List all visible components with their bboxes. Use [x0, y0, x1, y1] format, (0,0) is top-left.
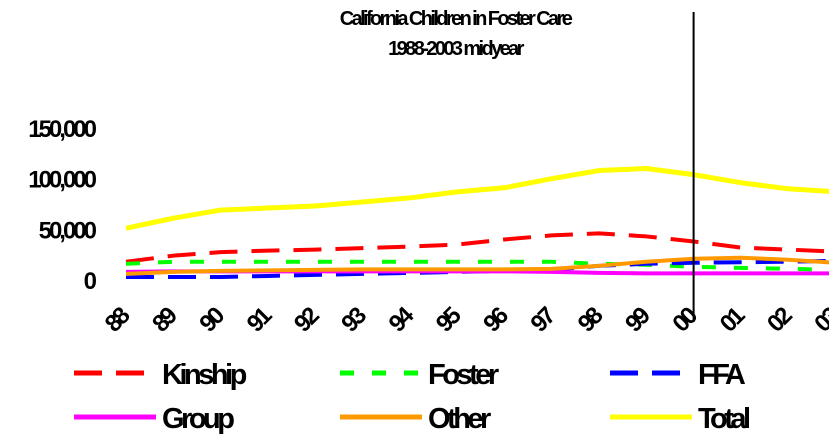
x-tick-label: 00	[667, 302, 703, 338]
series-line-other	[125, 255, 829, 276]
x-tick-label: 02	[762, 302, 798, 338]
legend-label-other: Other	[428, 403, 491, 435]
x-tick-label: 89	[147, 302, 183, 338]
legend-label-ffa: FFA	[698, 359, 746, 391]
legend: Kinship Foster FFA Group Other Total	[74, 359, 753, 435]
legend-label-kinship: Kinship	[162, 359, 247, 391]
x-tick-label: 94	[384, 301, 420, 337]
legend-label-foster: Foster	[428, 359, 499, 391]
x-tick-label: 99	[620, 302, 656, 338]
chart-subtitle: 1988-2003 midyear	[388, 38, 524, 60]
y-tick-label: 0	[84, 268, 97, 295]
x-tick-label: 98	[573, 302, 609, 338]
x-tick-label: 88	[100, 302, 136, 338]
x-tick-label: 90	[194, 302, 230, 338]
legend-label-group: Group	[162, 403, 234, 435]
x-tick-label: 93	[336, 302, 372, 338]
legend-label-total: Total	[698, 403, 749, 435]
x-tick-label: 95	[431, 302, 467, 338]
x-tick-label: 96	[478, 302, 514, 338]
x-tick-label: 03	[809, 302, 829, 338]
y-tick-label: 50,000	[39, 217, 97, 244]
series-line-kinship	[125, 231, 829, 264]
chart-title: California Children in Foster Care	[339, 8, 573, 30]
y-tick-label: 100,000	[28, 167, 96, 194]
x-tick-label: 01	[715, 302, 751, 338]
series-line-total	[125, 166, 829, 231]
x-axis-ticks: 88 89 90 91 92 93 94 95 96 97 98 99 00 01 02 03	[100, 301, 829, 337]
x-tick-label: 91	[242, 302, 278, 338]
series-line-foster	[125, 259, 829, 272]
series-lines	[125, 166, 829, 279]
x-tick-label: 92	[289, 302, 325, 338]
y-tick-label: 150,000	[28, 116, 96, 143]
x-tick-label: 97	[526, 302, 562, 338]
y-axis-ticks: 0 50,000 100,000 150,000	[28, 116, 99, 295]
